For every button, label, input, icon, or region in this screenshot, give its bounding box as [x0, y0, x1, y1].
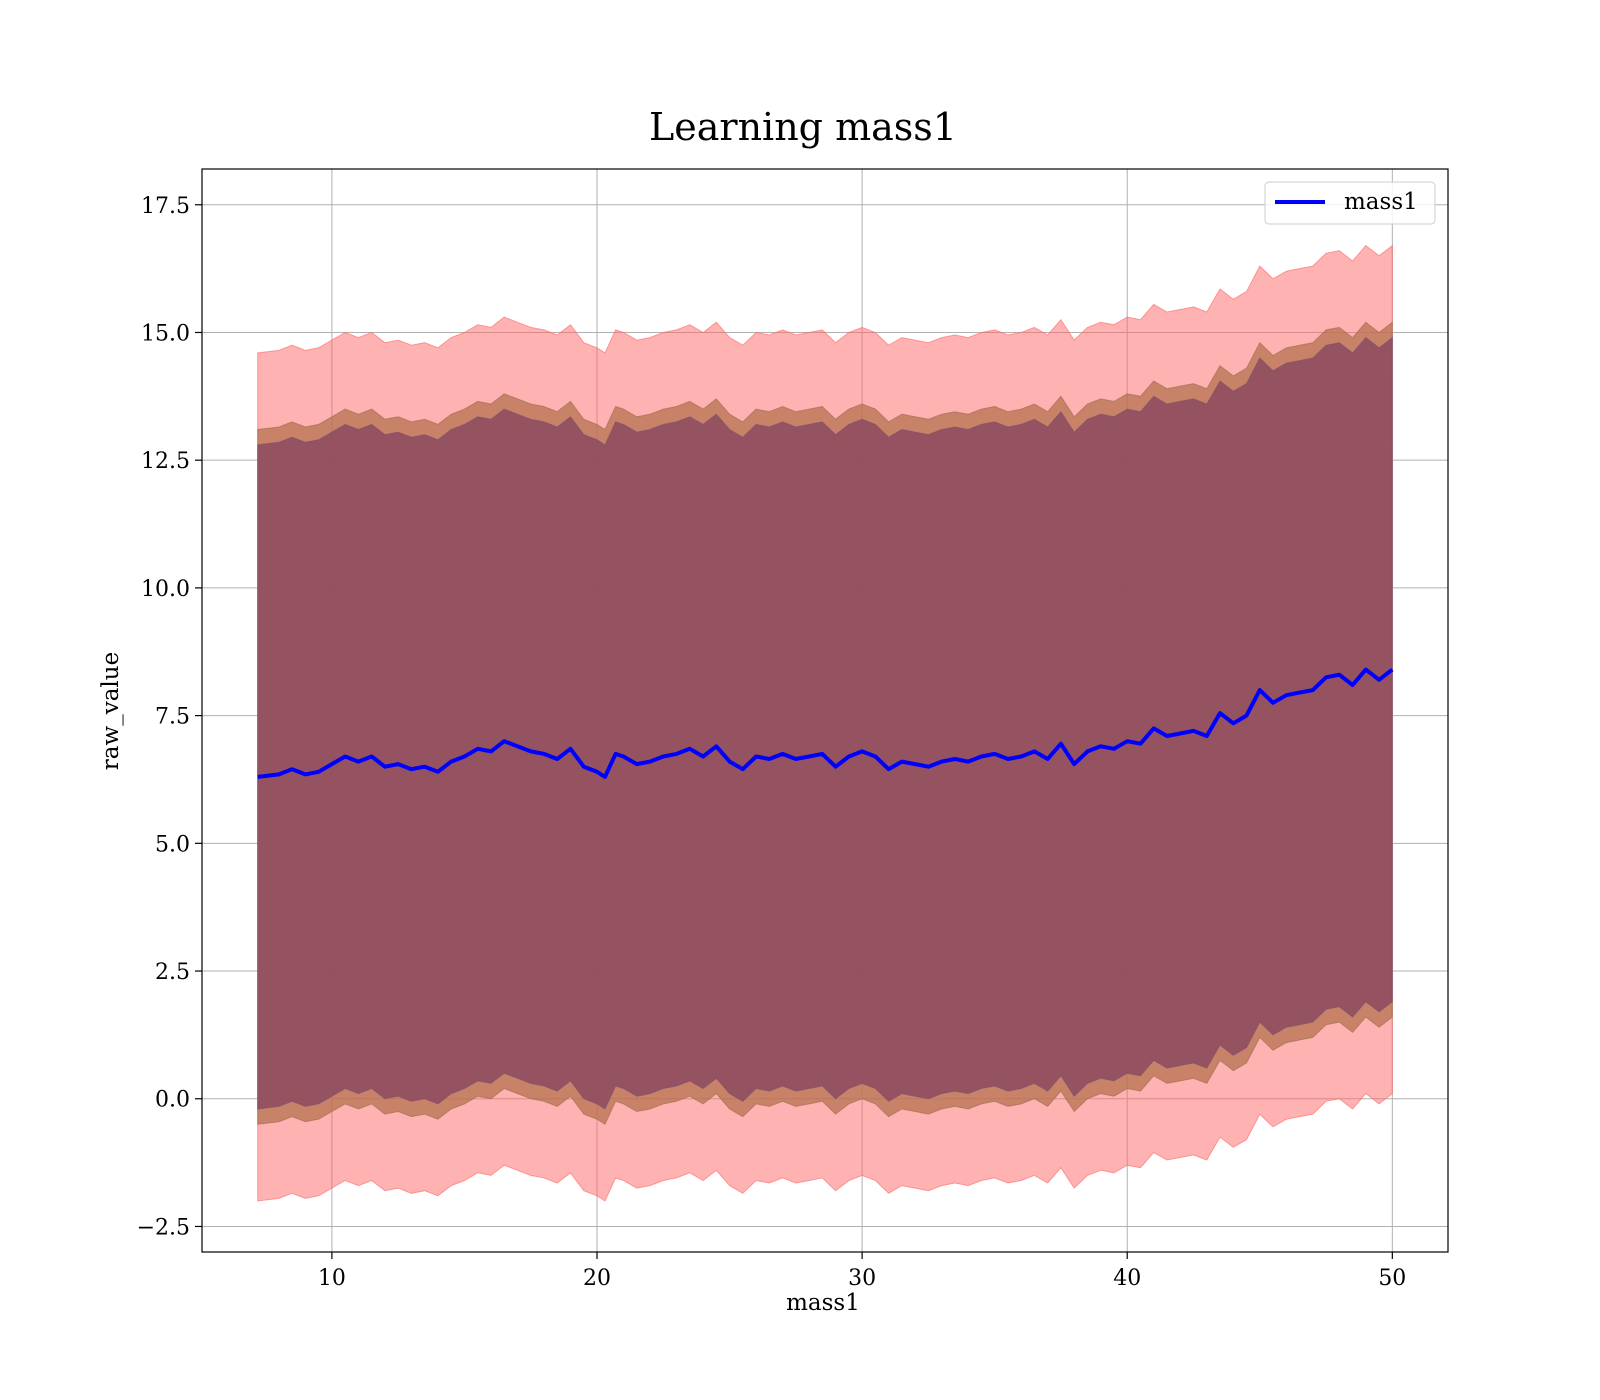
y-tick-label: 0.0 [155, 1088, 190, 1113]
legend-box [1264, 181, 1436, 225]
y-tick-label: 15.0 [141, 321, 190, 346]
x-tick-label: 20 [583, 1266, 611, 1291]
x-axis-label: mass1 [786, 1290, 860, 1316]
y-tick-label: 5.0 [155, 832, 190, 857]
y-tick-label: 10.0 [141, 577, 190, 602]
y-tick-label: 7.5 [155, 705, 190, 730]
series-line-mass1 [257, 667, 1394, 779]
y-tick-label: 17.5 [141, 194, 190, 219]
x-tick-label: 10 [318, 1266, 346, 1291]
y-axis-label: raw_value [98, 652, 124, 770]
x-axis: 10 20 30 40 50 [318, 1252, 1406, 1291]
chart-title: Learning mass1 [649, 105, 957, 149]
x-tick-label: 40 [1113, 1266, 1141, 1291]
y-tick-label: 2.5 [155, 960, 190, 985]
plot-frame [201, 168, 1449, 1253]
y-tick-label: 12.5 [141, 449, 190, 474]
legend-label-mass1: mass1 [1344, 189, 1418, 215]
x-tick-label: 30 [848, 1266, 876, 1291]
y-tick-label: −2.5 [137, 1215, 190, 1240]
y-axis: −2.5 0.0 2.5 5.0 7.5 10.0 12.5 15.0 17.5 [137, 194, 202, 1240]
legend: mass1 [1264, 181, 1436, 225]
band-inner [257, 336, 1393, 1110]
confidence-bands [257, 244, 1393, 1202]
x-tick-label: 50 [1378, 1266, 1406, 1291]
series-lines [257, 667, 1394, 779]
